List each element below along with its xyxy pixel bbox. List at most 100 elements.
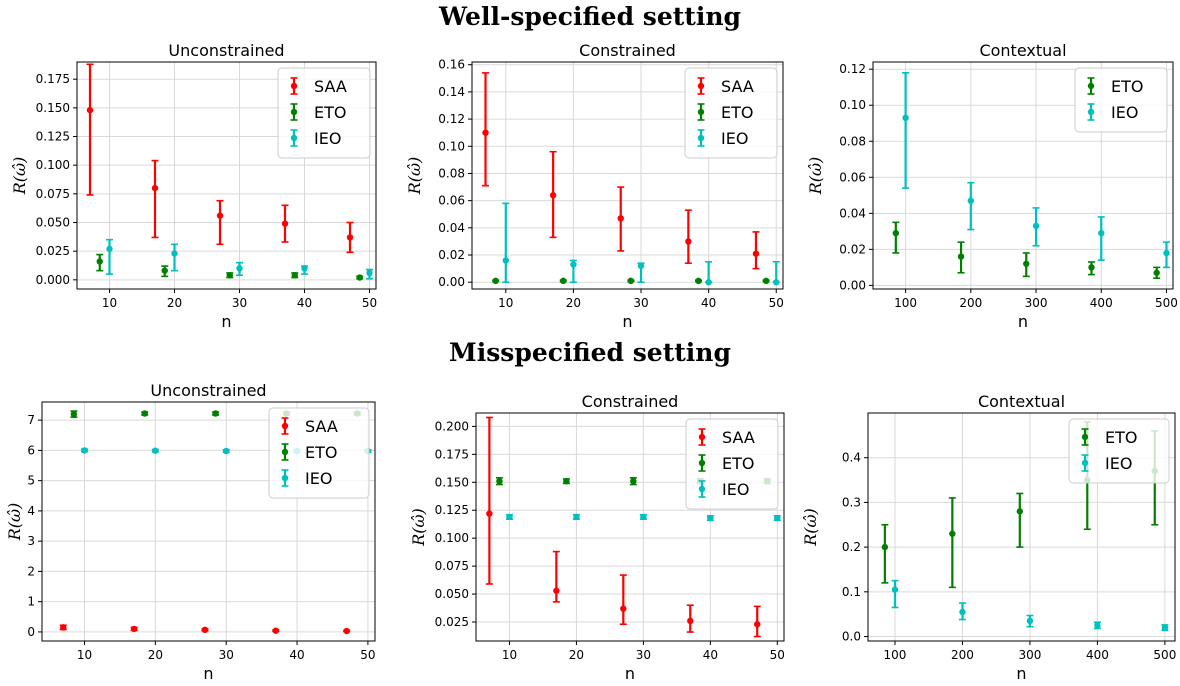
y-tick-label: 0.175 — [435, 447, 469, 461]
data-point — [1153, 269, 1160, 276]
data-point — [570, 261, 577, 268]
legend-label-ieo: IEO — [314, 129, 341, 148]
legend: SAA ETO IEO — [277, 67, 371, 159]
x-tick-label: 20 — [566, 296, 581, 310]
data-point — [1163, 249, 1170, 257]
data-point — [502, 257, 510, 264]
data-point — [685, 238, 692, 245]
data-point — [223, 447, 230, 455]
y-tick-label: 0.125 — [36, 130, 70, 144]
chart-title: Unconstrained — [168, 41, 284, 60]
x-tick-label: 10 — [102, 296, 117, 310]
y-tick-label: 0.10 — [438, 139, 465, 153]
data-point — [762, 277, 770, 285]
x-tick-label: 40 — [289, 648, 304, 662]
legend-label-ieo: IEO — [721, 129, 748, 148]
data-point — [630, 477, 637, 485]
series-ieo — [505, 513, 781, 522]
y-tick-label: 1 — [27, 595, 35, 609]
data-point — [486, 510, 493, 517]
legend-box — [277, 67, 371, 159]
data-point — [707, 514, 714, 522]
x-tick-label: 30 — [636, 648, 651, 662]
data-point — [346, 234, 354, 241]
data-point — [482, 129, 489, 136]
data-point — [637, 262, 645, 270]
data-point — [130, 625, 138, 633]
plot-frame — [475, 412, 785, 642]
data-point — [161, 267, 168, 274]
legend-label-eto: ETO — [721, 103, 753, 122]
y-tick-label: 0.08 — [839, 134, 866, 148]
data-point — [902, 114, 909, 122]
x-tick-label: 400 — [1086, 648, 1109, 662]
x-tick-label: 200 — [959, 296, 982, 310]
y-tick-label: 0.00 — [438, 275, 465, 289]
data-point — [1094, 622, 1101, 629]
series-ieo — [891, 579, 1169, 632]
data-point — [892, 229, 900, 237]
y-tick-label: 0.14 — [438, 85, 465, 99]
data-point — [1032, 222, 1040, 230]
data-point — [1016, 508, 1024, 515]
x-tick-label: 20 — [167, 296, 182, 310]
legend-marker-point — [1087, 108, 1095, 116]
legend: SAA ETO IEO — [685, 418, 779, 510]
y-tick-label: 0.00 — [839, 278, 866, 292]
y-tick-label: 0.050 — [435, 587, 469, 601]
legend-label-ieo: IEO — [722, 480, 749, 499]
chart-2: 10 20 30 40 50 0.00 0.02 0.04 0.06 0.08 0.10 0.12 0.… — [405, 41, 784, 331]
x-tick-label: 400 — [1090, 296, 1113, 310]
y-tick-label: 0.125 — [435, 503, 469, 517]
y-tick-label: 4 — [27, 504, 35, 518]
data-point — [957, 253, 965, 260]
data-point — [640, 513, 647, 521]
x-tick-label: 500 — [1153, 648, 1176, 662]
data-point — [1161, 624, 1169, 631]
legend-label-eto: ETO — [1105, 428, 1137, 447]
legend-label-saa: SAA — [305, 417, 338, 436]
y-tick-label: 2 — [27, 564, 35, 578]
legend-marker-point — [290, 82, 298, 90]
x-tick-label: 50 — [362, 296, 377, 310]
legend-label-ieo: IEO — [1111, 103, 1138, 122]
x-tick-label: 30 — [232, 296, 247, 310]
x-tick-label: 300 — [1018, 648, 1041, 662]
data-point — [366, 269, 373, 277]
legend-box — [684, 67, 778, 159]
chart-title: Constrained — [582, 392, 679, 411]
y-tick-label: 0.2 — [842, 540, 861, 554]
y-tick-label: 0.04 — [839, 206, 866, 220]
y-tick-label: 0.04 — [438, 221, 465, 235]
legend: SAA ETO IEO — [268, 407, 370, 499]
data-point — [201, 626, 209, 634]
y-tick-label: 0.025 — [36, 244, 70, 258]
chart-6: 100 200 300 400 500 0.0 0.1 0.2 0.3 0.4 Contextual… — [801, 392, 1176, 683]
data-point — [1088, 264, 1095, 271]
data-point — [96, 258, 103, 265]
chart-title: Constrained — [579, 41, 676, 60]
data-point — [281, 220, 289, 227]
x-tick-label: 300 — [1025, 296, 1048, 310]
x-axis-label: n — [203, 664, 213, 683]
x-axis-label: n — [625, 664, 635, 683]
data-point — [891, 586, 899, 593]
data-point — [959, 608, 966, 616]
legend-marker-point — [290, 134, 298, 142]
y-tick-label: 6 — [27, 443, 35, 457]
data-point — [151, 184, 159, 192]
series-saa — [482, 72, 760, 270]
data-point — [705, 279, 712, 286]
data-point — [949, 530, 956, 537]
data-point — [86, 106, 94, 114]
x-tick-label: 40 — [701, 296, 716, 310]
data-point — [492, 277, 499, 285]
y-tick-label: 0.16 — [438, 58, 465, 72]
data-point — [881, 543, 889, 551]
y-tick-label: 0.075 — [435, 559, 469, 573]
data-point — [81, 447, 88, 454]
y-tick-label: 0.3 — [842, 495, 861, 509]
plot-frame — [41, 401, 376, 642]
chart-3: 100 200 300 400 500 0.00 0.02 0.04 0.06 0.08 0.10 0… — [806, 41, 1178, 331]
